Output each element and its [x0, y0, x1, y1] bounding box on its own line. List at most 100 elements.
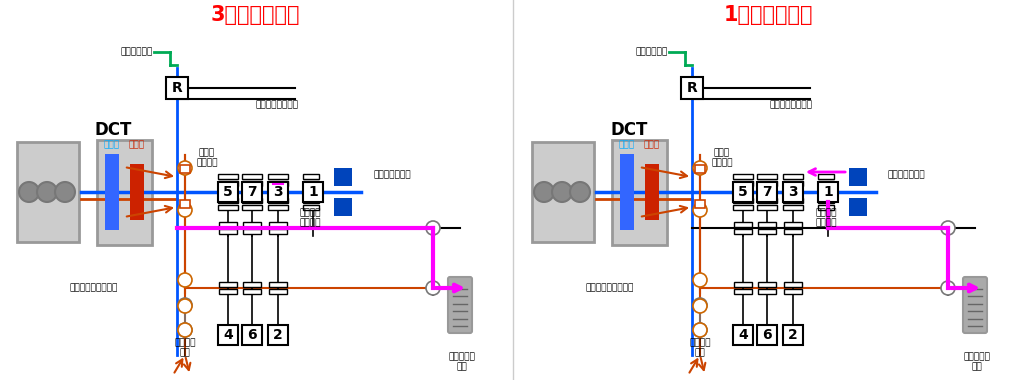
- Bar: [783, 181, 803, 186]
- Text: R: R: [172, 81, 182, 95]
- Bar: [783, 182, 803, 202]
- Bar: [783, 174, 803, 179]
- Bar: [757, 205, 777, 210]
- Text: メイン
シャフト: メイン シャフト: [197, 148, 218, 168]
- Circle shape: [693, 323, 707, 337]
- Bar: [758, 229, 776, 234]
- Text: 5: 5: [738, 185, 748, 199]
- Circle shape: [693, 298, 707, 312]
- Bar: [612, 139, 667, 244]
- Text: 偶数段: 偶数段: [129, 141, 145, 149]
- Circle shape: [693, 323, 707, 337]
- Text: モーターロータ: モーターロータ: [888, 171, 926, 179]
- FancyBboxPatch shape: [963, 277, 987, 333]
- Circle shape: [693, 299, 707, 313]
- Text: セカンダリシャフト: セカンダリシャフト: [585, 283, 634, 293]
- Bar: [783, 198, 803, 203]
- Bar: [243, 282, 261, 287]
- Text: DCT: DCT: [95, 121, 132, 139]
- Text: 4: 4: [223, 328, 232, 342]
- Bar: [734, 229, 752, 234]
- Text: 7: 7: [762, 185, 772, 199]
- Bar: [757, 198, 777, 203]
- Text: メイン
シャフト: メイン シャフト: [712, 148, 733, 168]
- Text: 偶数段: 偶数段: [644, 141, 660, 149]
- Bar: [243, 222, 261, 227]
- Bar: [269, 282, 287, 287]
- Bar: [268, 205, 288, 210]
- Bar: [219, 289, 237, 294]
- Circle shape: [178, 203, 193, 217]
- Text: オイルポンプ: オイルポンプ: [636, 48, 668, 57]
- Circle shape: [178, 323, 193, 337]
- Circle shape: [178, 299, 193, 313]
- Bar: [733, 181, 753, 186]
- Bar: [303, 205, 319, 210]
- Text: 1: 1: [823, 185, 833, 199]
- Bar: [784, 282, 802, 287]
- Text: 1速　エンジン: 1速 エンジン: [723, 5, 813, 25]
- Bar: [218, 198, 238, 203]
- Bar: [784, 229, 802, 234]
- Circle shape: [19, 182, 39, 202]
- Bar: [268, 174, 288, 179]
- Bar: [757, 182, 777, 202]
- Text: リバースシャフト: リバースシャフト: [255, 100, 298, 109]
- Text: 6: 6: [247, 328, 257, 342]
- Bar: [733, 182, 753, 202]
- Bar: [818, 205, 834, 210]
- Bar: [97, 139, 152, 244]
- Bar: [734, 289, 752, 294]
- Text: 2: 2: [273, 328, 283, 342]
- Text: 5: 5: [223, 185, 232, 199]
- Circle shape: [426, 281, 440, 295]
- Circle shape: [941, 221, 955, 235]
- Bar: [180, 200, 190, 208]
- Bar: [758, 289, 776, 294]
- Bar: [219, 229, 237, 234]
- Text: オイルポンプ: オイルポンプ: [121, 48, 153, 57]
- Bar: [303, 198, 319, 203]
- Bar: [219, 282, 237, 287]
- Bar: [268, 325, 288, 345]
- Text: カウンタ
シャフト: カウンタ シャフト: [300, 208, 322, 228]
- Bar: [818, 174, 834, 179]
- Circle shape: [37, 182, 57, 202]
- Bar: [268, 181, 288, 186]
- Bar: [218, 181, 238, 186]
- Bar: [695, 165, 705, 173]
- Bar: [218, 205, 238, 210]
- Bar: [269, 229, 287, 234]
- Bar: [17, 142, 79, 242]
- Bar: [243, 229, 261, 234]
- Circle shape: [693, 273, 707, 287]
- Bar: [242, 182, 262, 202]
- Bar: [757, 325, 777, 345]
- Bar: [758, 222, 776, 227]
- Circle shape: [178, 161, 193, 175]
- Circle shape: [178, 273, 193, 287]
- Circle shape: [693, 203, 707, 217]
- Bar: [818, 181, 834, 186]
- Bar: [334, 168, 352, 186]
- Bar: [242, 325, 262, 345]
- Bar: [784, 222, 802, 227]
- Bar: [268, 182, 288, 202]
- Circle shape: [693, 161, 707, 175]
- Bar: [269, 289, 287, 294]
- Bar: [783, 325, 803, 345]
- Text: 奇数段: 奇数段: [104, 141, 120, 149]
- Text: R: R: [687, 81, 697, 95]
- Bar: [733, 198, 753, 203]
- Bar: [733, 174, 753, 179]
- Bar: [218, 325, 238, 345]
- Bar: [758, 282, 776, 287]
- Circle shape: [552, 182, 572, 202]
- Bar: [166, 77, 188, 99]
- Text: モーターロータ: モーターロータ: [373, 171, 411, 179]
- Text: 3: 3: [273, 185, 283, 199]
- Bar: [180, 165, 190, 173]
- Bar: [681, 77, 703, 99]
- Text: 奇数段: 奇数段: [618, 141, 635, 149]
- Text: ファイナル
ギア: ファイナル ギア: [449, 352, 475, 372]
